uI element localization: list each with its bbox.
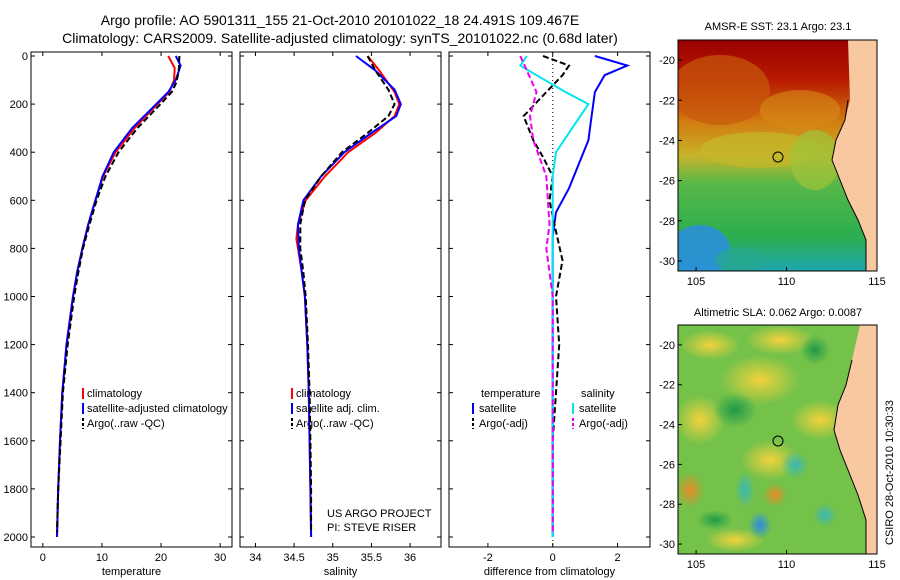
axes-layer: 0 10 20 30temperature0200400600800100012001… bbox=[4, 51, 650, 578]
temperature-xlabel: temperature bbox=[102, 566, 161, 578]
difference-legend-label: Argo(-adj) bbox=[579, 418, 628, 430]
sst-map bbox=[677, 39, 878, 272]
sla-coastline bbox=[833, 359, 867, 554]
sst-map-xtick-label: 115 bbox=[868, 276, 886, 288]
sla-map-title: Altimetric SLA: 0.062 Argo: 0.0087 bbox=[694, 307, 862, 319]
temperature-legend-label: satellite-adjusted climatology bbox=[87, 403, 228, 415]
sst-map-title: AMSR-E SST: 23.1 Argo: 23.1 bbox=[705, 21, 852, 33]
sla-map bbox=[677, 324, 878, 555]
salinity-xtick-label: 34.5 bbox=[283, 552, 304, 564]
sst-map-ytick-label: -30 bbox=[659, 256, 675, 268]
difference-legend-label: Argo(-adj) bbox=[479, 418, 528, 430]
difference-panel-frame bbox=[448, 51, 651, 548]
difference-xtick-label: 0 bbox=[550, 552, 556, 564]
difference-xlabel: difference from climatology bbox=[484, 566, 616, 578]
difference-legend-temperature-title: temperature bbox=[481, 388, 540, 400]
sla-map-ytick-label: -20 bbox=[659, 340, 675, 352]
depth-tick-label: 1000 bbox=[4, 292, 28, 304]
salinity-series-black bbox=[299, 55, 396, 533]
depth-tick-label: 800 bbox=[10, 243, 28, 255]
temperature-series-black bbox=[56, 55, 181, 533]
temperature-xtick-label: 20 bbox=[155, 552, 167, 564]
sst-map-ytick-label: -28 bbox=[659, 216, 675, 228]
depth-tick-label: 400 bbox=[10, 147, 28, 159]
sla-map-frame bbox=[677, 324, 878, 555]
sst-map-ytick-label: -24 bbox=[659, 135, 675, 147]
salinity-xtick-label: 35.5 bbox=[361, 552, 382, 564]
sla-map-ytick-label: -28 bbox=[659, 499, 675, 511]
sst-coastline bbox=[831, 99, 867, 271]
sst-map-ytick-label: -22 bbox=[659, 95, 675, 107]
depth-tick-label: 200 bbox=[10, 99, 28, 111]
project-annotation: PI: STEVE RISER bbox=[327, 522, 416, 534]
difference-xtick-label: 2 bbox=[615, 552, 621, 564]
salinity-panel-frame bbox=[239, 51, 442, 548]
salinity-legend-label: satellite adj. clim. bbox=[296, 403, 380, 415]
salinity-series-blue bbox=[296, 55, 402, 538]
salinity-xlabel: salinity bbox=[324, 566, 358, 578]
salinity-xtick-label: 35 bbox=[327, 552, 339, 564]
side-stamp: CSIRO 28-Oct-2010 10:30:33 bbox=[884, 400, 896, 545]
depth-tick-label: 600 bbox=[10, 195, 28, 207]
difference-series-cyan bbox=[518, 55, 590, 537]
sst-map-ytick-label: -26 bbox=[659, 176, 675, 188]
depth-tick-label: 1600 bbox=[4, 436, 28, 448]
difference-xtick-label: -2 bbox=[483, 552, 493, 564]
sla-map-xtick-label: 115 bbox=[868, 559, 886, 571]
temperature-legend-label: Argo(..raw -QC) bbox=[87, 418, 165, 430]
sla-land bbox=[834, 325, 877, 554]
sst-float-marker bbox=[772, 151, 784, 163]
chart-title-line2: Climatology: CARS2009. Satellite-adjuste… bbox=[62, 30, 618, 46]
sla-map-patches bbox=[678, 325, 877, 554]
salinity-series-red bbox=[295, 55, 401, 538]
temperature-series-red bbox=[56, 55, 176, 538]
temperature-panel-frame bbox=[30, 51, 233, 548]
temperature-legend-label: climatology bbox=[87, 388, 143, 400]
difference-series-magenta bbox=[519, 55, 554, 533]
map-axes-layer: 105 110 115 -20 -22 -24 -26 -28 -30 105 110 115 -20 -… bbox=[659, 55, 886, 571]
difference-legend-label: satellite bbox=[479, 403, 516, 415]
temperature-xtick-label: 30 bbox=[214, 552, 226, 564]
salinity-xtick-label: 34 bbox=[249, 552, 261, 564]
sla-map-ytick-label: -26 bbox=[659, 459, 675, 471]
depth-tick-label: 1800 bbox=[4, 484, 28, 496]
difference-series-black bbox=[522, 55, 571, 533]
difference-series-blue bbox=[551, 55, 631, 537]
depth-tick-label: 1200 bbox=[4, 340, 28, 352]
sla-float-marker bbox=[772, 435, 784, 447]
salinity-legend-label: Argo(..raw -QC) bbox=[296, 418, 374, 430]
sst-map-ytick-label: -20 bbox=[659, 55, 675, 67]
sla-map-xtick-label: 110 bbox=[778, 559, 796, 571]
temperature-xtick-label: 0 bbox=[40, 552, 46, 564]
depth-tick-label: 2000 bbox=[4, 532, 28, 544]
sst-land bbox=[832, 40, 877, 271]
sla-map-ytick-label: -30 bbox=[659, 539, 675, 551]
sst-map-frame bbox=[677, 39, 878, 272]
sla-map-xtick-label: 105 bbox=[687, 559, 705, 571]
sst-map-patches bbox=[678, 40, 877, 271]
sst-map-xtick-label: 110 bbox=[778, 276, 796, 288]
sla-map-ytick-label: -22 bbox=[659, 380, 675, 392]
salinity-xtick-label: 36 bbox=[404, 552, 416, 564]
project-annotation: US ARGO PROJECT bbox=[327, 508, 432, 520]
salinity-legend-label: climatology bbox=[296, 388, 352, 400]
depth-tick-label: 0 bbox=[22, 51, 28, 63]
depth-tick-label: 1400 bbox=[4, 388, 28, 400]
difference-legend-salinity-title: salinity bbox=[581, 388, 615, 400]
temperature-series-blue bbox=[56, 55, 182, 538]
chart-title-line1: Argo profile: AO 5901311_155 21-Oct-2010… bbox=[100, 12, 580, 28]
series-layer bbox=[56, 55, 631, 538]
difference-legend-label: satellite bbox=[579, 403, 616, 415]
temperature-xtick-label: 10 bbox=[96, 552, 108, 564]
sla-map-ytick-label: -24 bbox=[659, 420, 675, 432]
sst-map-xtick-label: 105 bbox=[687, 276, 705, 288]
